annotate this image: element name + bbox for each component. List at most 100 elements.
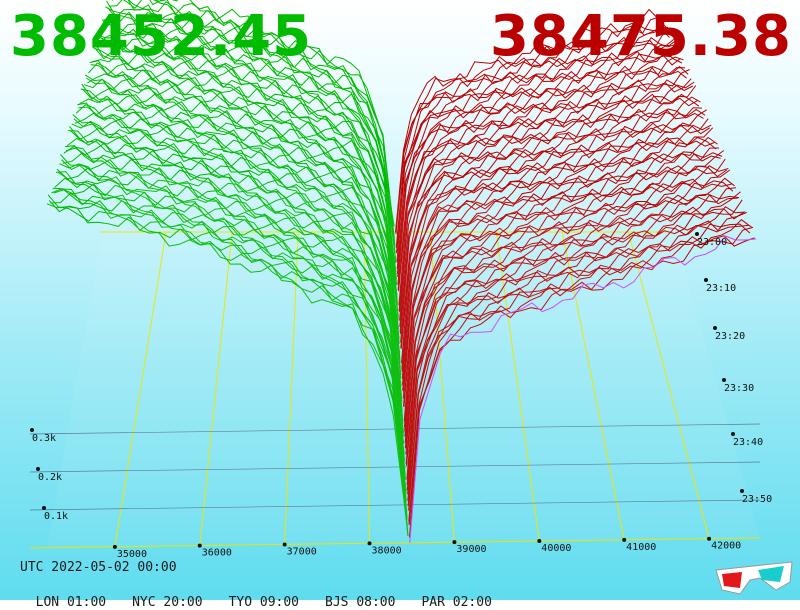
bid-depth-line-31	[81, 83, 402, 379]
utc-timestamp: UTC 2022-05-02 00:00	[20, 560, 177, 575]
price-tick-dot-36000	[197, 543, 202, 548]
ask-depth-line-44	[398, 65, 689, 312]
ask-depth-line-37	[400, 93, 700, 348]
ask-depth-line-16	[405, 178, 732, 455]
bid-depth-line-42	[93, 41, 399, 321]
grid-line-40000	[495, 231, 540, 542]
bid-depth-line-14	[62, 152, 406, 470]
ask-depth-line-3	[408, 219, 752, 525]
price-tick-dot-42000	[707, 536, 712, 541]
3d-glasses-icon[interactable]	[714, 560, 794, 596]
ask-depth-line-7	[407, 206, 746, 506]
ask-depth-line-27	[402, 137, 715, 399]
timezone-lon: LON 01:00	[35, 595, 107, 610]
timezone-tyo: TYO 09:00	[228, 595, 300, 610]
ask-depth-line-51	[396, 38, 678, 275]
ask-depth-line-14	[405, 177, 735, 466]
ask-depth-line-9	[407, 199, 743, 495]
bid-depth-line-37	[88, 62, 400, 344]
ask-depth-line-55	[396, 23, 672, 254]
time-tick-dot-0	[695, 232, 699, 236]
bid-depth-line-5	[52, 187, 408, 517]
bid-depth-line-52	[105, 6, 397, 261]
ask-depth-line-12	[406, 193, 738, 480]
time-tick-dot-5	[740, 489, 744, 493]
bid-depth-line-3	[50, 192, 408, 528]
ask-depth-line-36	[400, 96, 701, 349]
bid-depth-line-21	[70, 127, 404, 433]
ask-price: 38475.38	[489, 4, 792, 69]
ask-depth-line-59	[395, 8, 666, 233]
ask-depth-line-48	[397, 50, 683, 290]
volume-tick-label-0.1k: 0.1k	[44, 511, 68, 522]
time-tick-label-2: 23:20	[715, 331, 745, 342]
grid-line-41000	[561, 231, 625, 540]
ask-depth-line-0	[409, 235, 757, 543]
bid-depth-line-8	[55, 171, 407, 492]
price-tick-label-41000: 41000	[626, 542, 656, 553]
ask-depth-line-47	[397, 56, 684, 291]
ask-depth-line-8	[407, 208, 744, 501]
ask-depth-line-18	[404, 165, 729, 449]
bid-depth-line-58	[111, 0, 395, 238]
ask-depth-line-19	[404, 165, 727, 443]
price-tick-label-42000: 42000	[711, 541, 741, 552]
ask-depth-line-1	[409, 235, 755, 538]
time-tick-label-5: 23:50	[742, 494, 772, 505]
ask-depth-line-31	[401, 118, 709, 379]
bid-depth-line-50	[102, 20, 397, 280]
price-tick-label-35000: 35000	[117, 549, 147, 560]
bid-depth-line-48	[100, 21, 398, 285]
ask-depth-line-50	[397, 43, 680, 277]
bid-depth-line-36	[87, 70, 401, 354]
time-tick-label-0: 23:00	[697, 237, 727, 248]
bid-depth-line-44	[96, 36, 399, 312]
bid-depth-line-26	[75, 104, 403, 403]
grid-line-42000	[627, 231, 710, 539]
bid-depth-line-0	[46, 203, 409, 537]
volume-tick-dot-0.2k	[36, 467, 40, 471]
bid-depth-line-46	[98, 36, 398, 301]
bid-depth-line-38	[89, 60, 400, 340]
floor-front-edge	[29, 537, 761, 549]
ask-depth-line-49	[397, 53, 681, 285]
ask-depth-line-33	[401, 108, 706, 370]
volume-tick-label-0.2k: 0.2k	[38, 472, 62, 483]
ask-depth-line-57	[395, 23, 669, 235]
ask-depth-line-17	[405, 169, 731, 449]
volume-tick-dot-0.3k	[30, 428, 34, 432]
bid-depth-line-13	[61, 158, 406, 475]
bid-depth-line-43	[94, 46, 399, 317]
volume-tick-dot-0.1k	[42, 506, 46, 510]
bid-depth-line-57	[122, 0, 396, 243]
time-tick-dot-4	[731, 432, 735, 436]
price-tick-label-37000: 37000	[287, 547, 317, 558]
ask-depth-line-6	[407, 211, 747, 506]
ask-depth-line-43	[398, 69, 690, 312]
grid-line-38000	[363, 231, 371, 544]
ask-depth-line-20	[404, 158, 726, 437]
ask-depth-line-25	[403, 136, 718, 407]
time-tick-label-3: 23:30	[724, 383, 754, 394]
z-gridline-0	[29, 499, 761, 511]
grid-line-39000	[429, 231, 455, 543]
time-tick-label-1: 23:10	[706, 283, 736, 294]
timezone-clocks: LON 01:00 NYC 20:00 TYO 09:00 BJS 08:00 PAR …	[20, 580, 518, 610]
bid-depth-line-41	[92, 47, 399, 318]
ask-depth-line-39	[399, 85, 697, 335]
bid-depth-line-35	[86, 77, 401, 359]
bid-depth-line-30	[80, 88, 402, 376]
ask-depth-line-4	[408, 223, 751, 522]
price-tick-label-39000: 39000	[456, 544, 486, 555]
bid-depth-line-15	[63, 146, 405, 462]
bid-depth-line-1	[47, 194, 409, 536]
price-tick-dot-37000	[282, 542, 287, 547]
bid-depth-line-32	[82, 87, 401, 375]
time-tick-dot-1	[704, 278, 708, 282]
ask-depth-line-28	[402, 127, 714, 392]
price-tick-dot-41000	[622, 537, 627, 542]
timezone-nyc: NYC 20:00	[132, 595, 203, 610]
bid-depth-line-25	[74, 112, 403, 412]
ask-depth-line-29	[402, 124, 712, 391]
price-tick-dot-40000	[537, 539, 542, 544]
